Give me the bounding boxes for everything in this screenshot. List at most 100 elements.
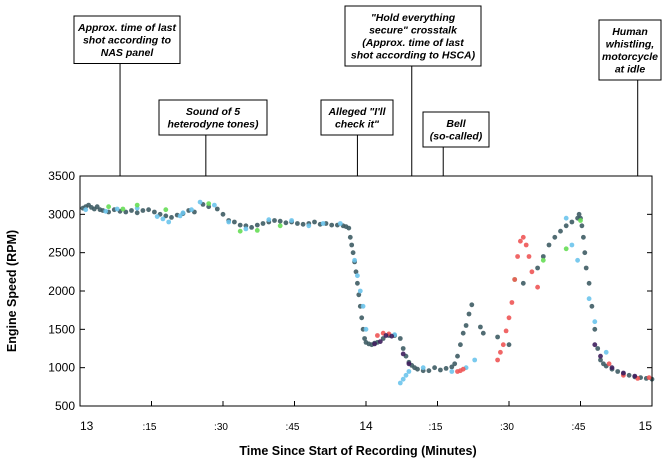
data-point — [277, 223, 283, 229]
data-point — [546, 242, 552, 248]
data-point — [362, 336, 367, 341]
data-point — [582, 250, 588, 256]
data-point — [166, 219, 172, 225]
data-point — [356, 292, 362, 298]
annotation-text: Sound of 5 — [186, 106, 240, 118]
data-point — [400, 346, 406, 351]
data-point — [575, 257, 580, 263]
data-point — [375, 333, 380, 338]
data-point — [472, 357, 478, 363]
data-point — [312, 219, 317, 225]
data-point — [337, 221, 343, 226]
y-tick-label: 1500 — [48, 322, 75, 336]
annotation-text: Approx. time of last — [77, 22, 177, 34]
data-point — [249, 225, 255, 230]
annotation-text: shot according to — [83, 35, 172, 47]
data-point — [180, 210, 186, 216]
data-point — [632, 373, 638, 379]
data-point — [357, 288, 363, 294]
data-point — [254, 228, 260, 233]
data-point — [592, 342, 598, 348]
data-point — [226, 219, 232, 225]
data-point — [289, 218, 294, 223]
data-point — [540, 254, 546, 259]
data-point — [603, 349, 609, 355]
annotation-box — [158, 99, 268, 136]
data-point — [134, 202, 140, 208]
data-point — [463, 323, 469, 328]
data-point — [363, 326, 369, 332]
y-tick-label: 3500 — [48, 169, 75, 183]
data-point — [646, 375, 652, 380]
data-point — [283, 220, 289, 226]
data-point — [466, 311, 472, 317]
data-point — [452, 361, 458, 367]
data-point — [277, 218, 283, 224]
data-point — [114, 206, 120, 212]
data-point — [503, 328, 509, 334]
data-point — [406, 361, 412, 367]
data-point — [426, 368, 432, 374]
data-point — [134, 210, 140, 216]
y-tick-label: 1000 — [48, 361, 75, 375]
annotation-box — [598, 19, 662, 81]
data-point — [569, 219, 575, 225]
data-point — [438, 367, 443, 373]
data-point — [349, 242, 355, 248]
data-point — [449, 369, 455, 374]
data-point — [415, 366, 420, 372]
y-axis-title: Engine Speed (RPM) — [5, 230, 19, 352]
data-point — [578, 218, 583, 223]
data-point — [169, 215, 174, 220]
annotation-text: check it" — [335, 119, 380, 131]
data-point — [626, 372, 632, 378]
data-point — [506, 315, 512, 321]
data-point — [129, 208, 134, 213]
data-point — [621, 370, 626, 376]
data-point — [177, 213, 183, 219]
data-point — [500, 342, 506, 348]
x-tick-label: :15 — [143, 422, 157, 433]
data-point — [579, 223, 585, 229]
y-tick-label: 3000 — [48, 207, 75, 221]
data-point — [478, 324, 483, 330]
data-point — [212, 202, 217, 208]
data-point — [515, 254, 520, 259]
data-point — [598, 353, 603, 359]
annotation-text: heterodyne tones) — [167, 119, 259, 131]
data-point — [120, 206, 126, 212]
annotation-text: at idle — [615, 64, 646, 76]
data-point — [552, 234, 558, 240]
data-point — [400, 376, 406, 382]
data-point — [266, 217, 272, 223]
data-point — [214, 206, 220, 212]
annotation-box — [320, 99, 394, 136]
data-point — [586, 280, 592, 286]
annotation-text: (so-called) — [430, 131, 483, 143]
x-tick-label: :45 — [286, 422, 300, 433]
data-point — [160, 216, 166, 222]
data-point — [106, 204, 111, 210]
data-point — [123, 209, 129, 215]
data-point — [306, 223, 312, 229]
data-point — [529, 269, 535, 275]
x-tick-label: :30 — [214, 422, 228, 433]
data-point — [592, 326, 598, 332]
data-point — [355, 273, 360, 279]
data-point — [377, 339, 383, 344]
annotation-text: "Hold everything — [371, 12, 456, 24]
data-point — [432, 365, 437, 371]
data-point — [383, 333, 389, 338]
x-tick-label: :30 — [500, 422, 514, 433]
data-point — [420, 365, 426, 371]
x-tick-label: :15 — [429, 422, 443, 433]
data-point — [558, 228, 563, 234]
x-tick-label: 15 — [639, 419, 653, 433]
data-point — [540, 257, 546, 263]
annotation-text: Bell — [446, 118, 466, 130]
data-point — [94, 204, 100, 210]
data-point — [606, 361, 612, 367]
data-point — [569, 242, 575, 248]
